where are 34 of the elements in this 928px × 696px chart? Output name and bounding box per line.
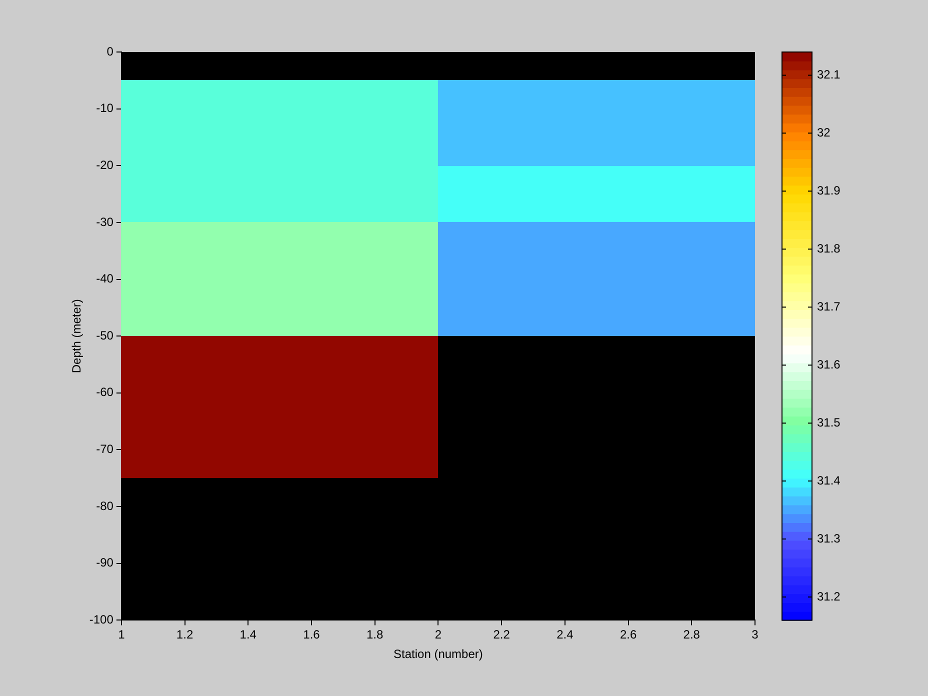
color-bar-label: 31.8 (817, 241, 841, 256)
y-tick-label: -100 (89, 612, 114, 627)
x-tick-label: 2.8 (683, 628, 700, 642)
color-bar-label: 31.7 (817, 299, 841, 314)
color-bar-label: 32 (817, 125, 831, 140)
y-tick-label: -10 (96, 101, 114, 116)
x-tick-label: 2.2 (493, 628, 510, 642)
x-axis-title: Station (number) (394, 647, 483, 662)
x-tick-label: 2 (434, 628, 442, 642)
y-tick-label: -70 (96, 442, 114, 456)
y-tick-label: -60 (96, 385, 114, 400)
color-bar-label: 31.2 (817, 589, 841, 604)
color-bar-label: 31.9 (817, 183, 841, 198)
y-tick-label: -20 (96, 158, 114, 172)
color-bar-label: 31.5 (817, 415, 841, 430)
y-tick-label: -80 (96, 498, 114, 513)
color-bar-label: 31.4 (817, 473, 841, 488)
y-tick-label: 0 (106, 44, 114, 58)
x-tick-label: 1.6 (303, 628, 320, 642)
x-tick-label: 2.6 (620, 628, 637, 642)
y-tick-label: -40 (96, 272, 114, 286)
y-tick-label: -30 (96, 214, 114, 229)
color-bar-label: 31.3 (817, 531, 841, 546)
color-bar-label: 32.1 (817, 68, 841, 82)
x-tick-label: 1 (118, 628, 126, 642)
x-tick-label: 1.4 (240, 628, 257, 642)
x-tick-label: 3 (752, 628, 759, 642)
y-tick-label: -50 (96, 328, 114, 342)
x-tick-label: 1.2 (176, 628, 194, 642)
x-tick-label: 1.8 (366, 628, 384, 642)
y-tick-label: -90 (96, 556, 114, 570)
x-tick-label: 2.4 (556, 628, 574, 642)
y-axis-title: Depth (meter) (70, 299, 84, 374)
color-bar-label: 31.6 (817, 357, 841, 372)
